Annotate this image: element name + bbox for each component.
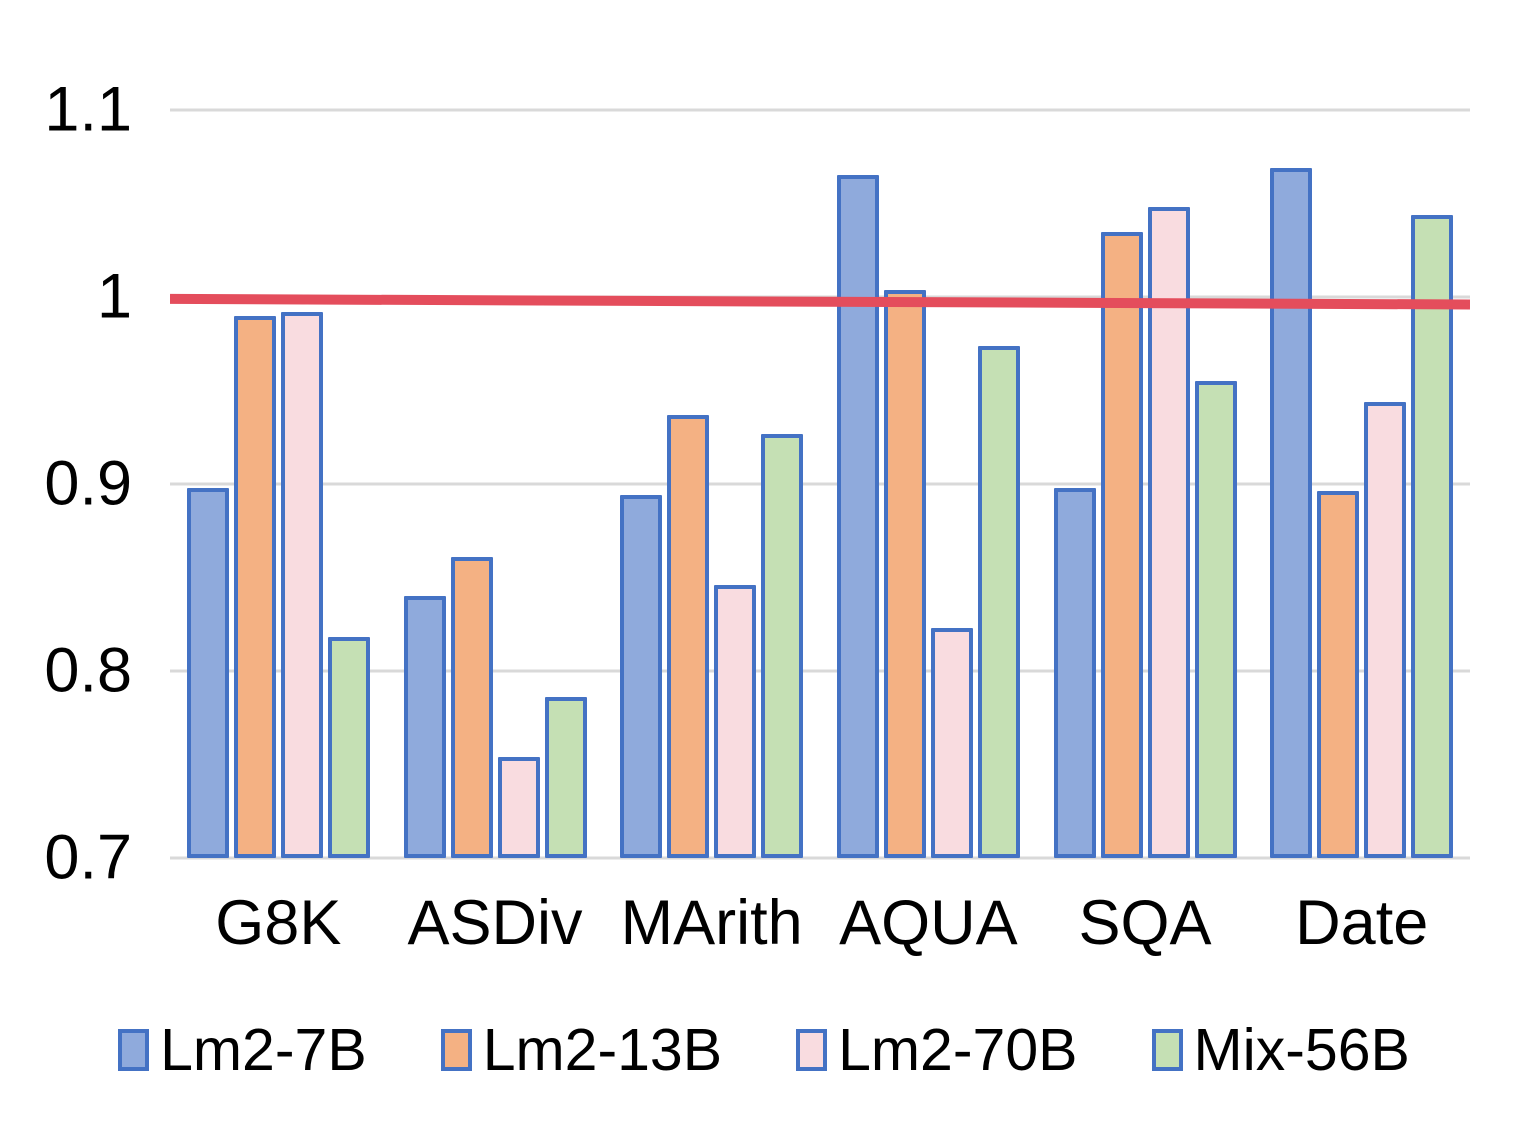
bar-Lm2-70B-G8K bbox=[280, 311, 323, 858]
legend-item-Lm2-70B: Lm2-70B bbox=[796, 1017, 1078, 1083]
y-axis-tick-labels: 1.1 1 0.9 0.8 0.7 bbox=[0, 78, 132, 889]
x-category-label-ASDiv: ASDiv bbox=[407, 888, 583, 958]
y-tick-label: 1.1 bbox=[44, 74, 132, 145]
gridline-0.8 bbox=[170, 669, 1470, 673]
bar-Mix-56B-Date bbox=[1411, 214, 1454, 858]
legend-item-Lm2-13B: Lm2-13B bbox=[440, 1017, 723, 1083]
bar-Lm2-70B-ASDiv bbox=[497, 757, 540, 858]
legend-swatch-icon bbox=[440, 1029, 472, 1071]
x-category-label-G8K: G8K bbox=[215, 888, 342, 958]
legend-item-Mix-56B: Mix-56B bbox=[1151, 1017, 1410, 1083]
legend-label: Mix-56B bbox=[1193, 1017, 1410, 1083]
chart-legend: Lm2-7B Lm2-13B Lm2-70B Mix-56B bbox=[0, 1018, 1528, 1082]
legend-swatch-icon bbox=[796, 1029, 828, 1071]
bar-Mix-56B-G8K bbox=[327, 637, 370, 858]
bar-Lm2-13B-SQA bbox=[1100, 231, 1143, 858]
x-axis-category-labels: G8K ASDiv MArith AQUA SQA Date bbox=[170, 888, 1470, 958]
y-tick-label: 0.8 bbox=[44, 635, 132, 706]
bar-group-ASDiv bbox=[387, 110, 604, 858]
bar-Lm2-13B-ASDiv bbox=[450, 556, 493, 858]
gridline-0.7 bbox=[170, 856, 1470, 860]
bar-group-MArith bbox=[603, 110, 820, 858]
legend-label: Lm2-70B bbox=[838, 1017, 1078, 1083]
bar-Lm2-7B-G8K bbox=[186, 487, 229, 858]
x-category-label-AQUA: AQUA bbox=[839, 888, 1018, 958]
bar-Lm2-70B-SQA bbox=[1147, 207, 1190, 858]
legend-item-Lm2-7B: Lm2-7B bbox=[118, 1018, 367, 1082]
bar-Lm2-70B-AQUA bbox=[930, 628, 973, 858]
gridline-0.9 bbox=[170, 482, 1470, 486]
gridline-1.1 bbox=[170, 108, 1470, 112]
bar-Mix-56B-AQUA bbox=[977, 345, 1020, 858]
legend-swatch-icon bbox=[1151, 1029, 1183, 1071]
bar-Lm2-13B-Date bbox=[1317, 491, 1360, 858]
bar-Lm2-70B-Date bbox=[1364, 401, 1407, 858]
bar-Lm2-7B-MArith bbox=[620, 495, 663, 858]
bar-Lm2-13B-MArith bbox=[667, 414, 710, 858]
bar-Lm2-7B-AQUA bbox=[836, 175, 879, 858]
bar-Lm2-7B-SQA bbox=[1053, 487, 1096, 858]
bar-group-Date bbox=[1253, 110, 1470, 858]
x-category-label-Date: Date bbox=[1295, 888, 1429, 958]
y-tick-label: 0.9 bbox=[44, 448, 132, 519]
bar-Lm2-70B-MArith bbox=[714, 584, 757, 858]
bar-Lm2-7B-ASDiv bbox=[403, 596, 446, 858]
legend-swatch-icon bbox=[118, 1029, 150, 1071]
plot-area bbox=[170, 108, 1470, 860]
legend-label: Lm2-7B bbox=[160, 1017, 367, 1083]
bar-group-G8K bbox=[170, 110, 387, 858]
bar-Lm2-13B-G8K bbox=[233, 315, 276, 858]
bar-Mix-56B-SQA bbox=[1194, 381, 1237, 858]
bar-group-SQA bbox=[1037, 110, 1254, 858]
y-tick-label: 0.7 bbox=[44, 822, 132, 893]
bar-group-AQUA bbox=[820, 110, 1037, 858]
bar-Mix-56B-MArith bbox=[761, 433, 804, 858]
y-tick-label: 1 bbox=[96, 261, 132, 332]
x-category-label-MArith: MArith bbox=[620, 888, 803, 958]
bar-groups bbox=[170, 110, 1470, 858]
bar-Lm2-13B-AQUA bbox=[883, 289, 926, 858]
legend-label: Lm2-13B bbox=[482, 1017, 723, 1083]
x-category-label-SQA: SQA bbox=[1078, 888, 1212, 958]
bar-Mix-56B-ASDiv bbox=[544, 697, 587, 858]
bar-Lm2-7B-Date bbox=[1270, 167, 1313, 858]
